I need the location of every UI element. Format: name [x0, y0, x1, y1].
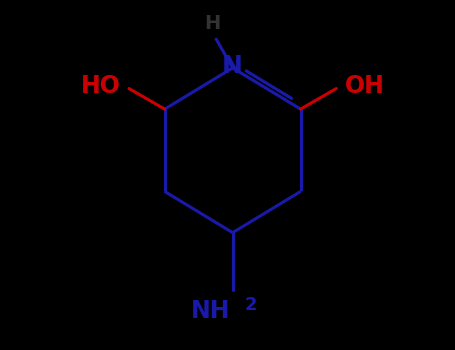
- Text: 2: 2: [245, 296, 258, 314]
- Text: OH: OH: [344, 75, 384, 98]
- Text: H: H: [204, 14, 220, 33]
- Text: NH: NH: [191, 299, 231, 323]
- Text: N: N: [222, 54, 243, 78]
- Text: HO: HO: [81, 75, 121, 98]
